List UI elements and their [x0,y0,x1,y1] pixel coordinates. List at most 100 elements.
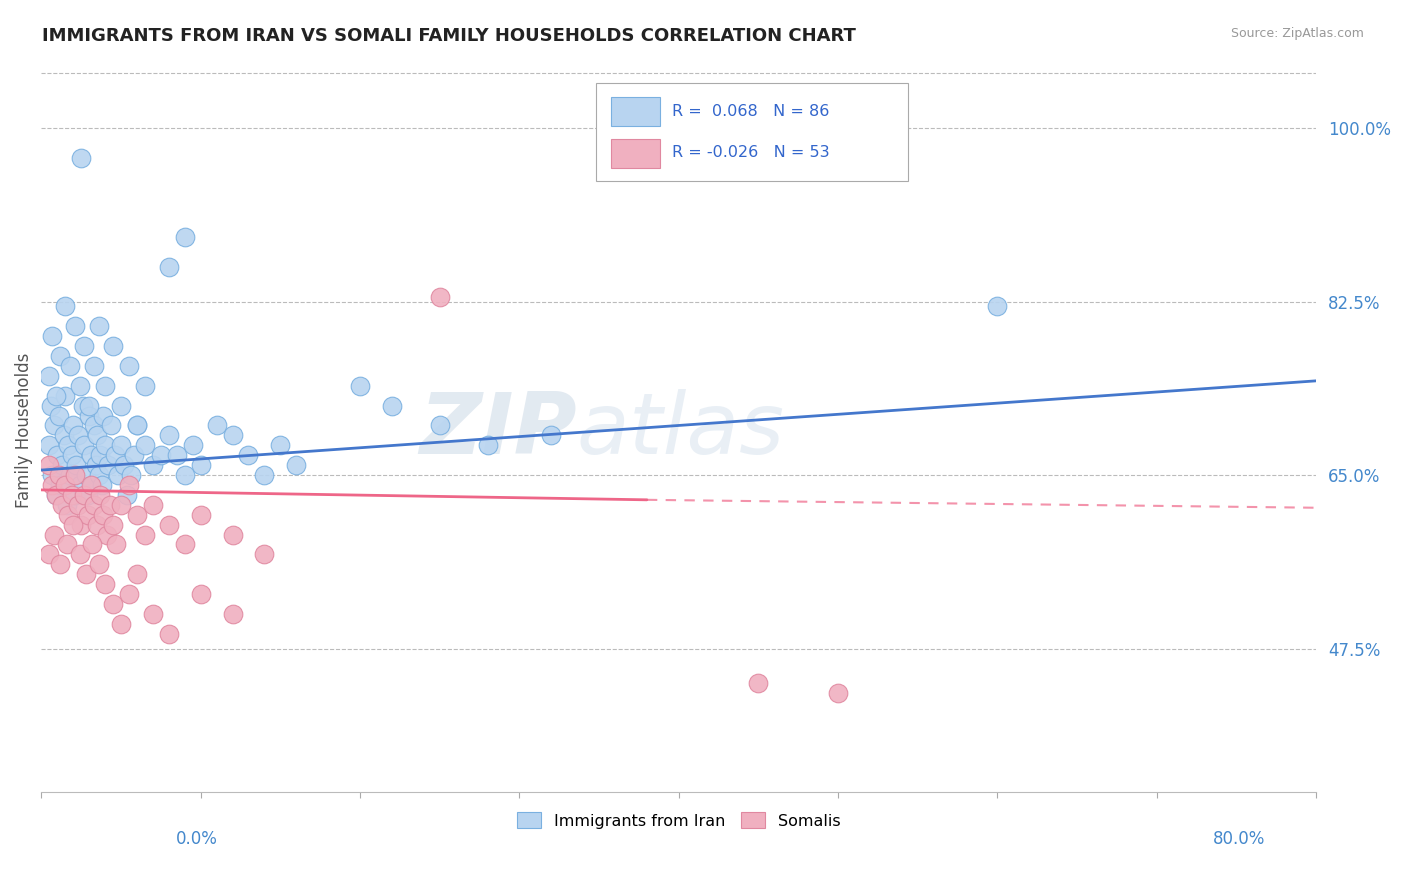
Point [221,428,243,442]
Point [38,438,60,452]
Point [125,418,148,433]
Point [70,517,93,532]
Point [48,468,70,483]
Point [157,626,180,640]
Point [63,468,86,483]
Point [38,547,60,561]
Point [221,527,243,541]
Point [118,587,141,601]
Point [100,418,122,433]
Point [73,488,96,502]
Point [253,468,276,483]
Point [53,478,76,492]
Point [190,458,212,472]
Point [181,438,204,452]
Point [53,389,76,403]
Point [41,468,63,483]
Point [93,409,115,423]
Point [157,428,180,442]
Point [84,458,107,472]
Point [42,527,65,541]
Point [349,379,371,393]
Point [190,587,212,601]
Point [77,409,100,423]
Point [381,399,404,413]
Point [142,607,165,621]
Point [73,339,96,353]
FancyBboxPatch shape [596,83,908,181]
Point [477,438,499,452]
Point [42,418,65,433]
Point [190,508,212,522]
Point [62,418,84,433]
Text: atlas: atlas [576,389,785,472]
Point [86,517,108,532]
Text: 0.0%: 0.0% [176,830,218,847]
Point [269,438,291,452]
Point [60,488,83,502]
Point [142,498,165,512]
Point [90,478,112,492]
Point [87,468,110,483]
Point [104,448,127,462]
Point [110,399,132,413]
Point [49,349,72,363]
Point [69,478,91,492]
Point [122,448,145,462]
Point [986,300,1008,314]
Y-axis label: Family Households: Family Households [15,352,32,508]
Point [38,368,60,383]
Point [56,537,79,551]
Point [69,379,91,393]
Point [72,399,94,413]
Point [83,418,105,433]
Point [70,151,93,165]
Point [46,448,69,462]
Point [93,508,115,522]
Point [76,488,98,502]
Point [94,577,117,591]
Point [45,389,67,403]
Point [142,458,165,472]
Text: 80.0%: 80.0% [1213,830,1265,847]
Point [62,517,84,532]
Point [59,359,82,373]
Point [82,478,104,492]
Point [125,508,148,522]
Point [66,428,89,442]
Point [58,508,80,522]
Point [157,517,180,532]
Point [110,438,132,452]
Point [120,468,142,483]
Point [125,567,148,582]
Point [125,418,148,433]
Text: Source: ZipAtlas.com: Source: ZipAtlas.com [1230,27,1364,40]
Point [76,508,98,522]
Point [134,527,156,541]
Point [101,517,124,532]
Point [87,319,110,334]
Point [41,329,63,343]
Point [83,498,105,512]
Point [53,300,76,314]
Point [157,260,180,274]
Point [75,468,97,483]
Point [827,686,849,700]
Point [285,458,308,472]
Point [117,488,139,502]
Point [173,468,195,483]
Point [75,567,97,582]
Point [149,448,172,462]
Point [69,547,91,561]
Legend: Immigrants from Iran, Somalis: Immigrants from Iran, Somalis [510,805,846,835]
Text: IMMIGRANTS FROM IRAN VS SOMALI FAMILY HOUSEHOLDS CORRELATION CHART: IMMIGRANTS FROM IRAN VS SOMALI FAMILY HO… [42,27,856,45]
Point [173,230,195,244]
Point [540,428,562,442]
Point [98,498,121,512]
Point [39,399,62,413]
Point [56,498,79,512]
Point [45,488,67,502]
Point [49,478,72,492]
Point [80,478,103,492]
Point [49,558,72,572]
